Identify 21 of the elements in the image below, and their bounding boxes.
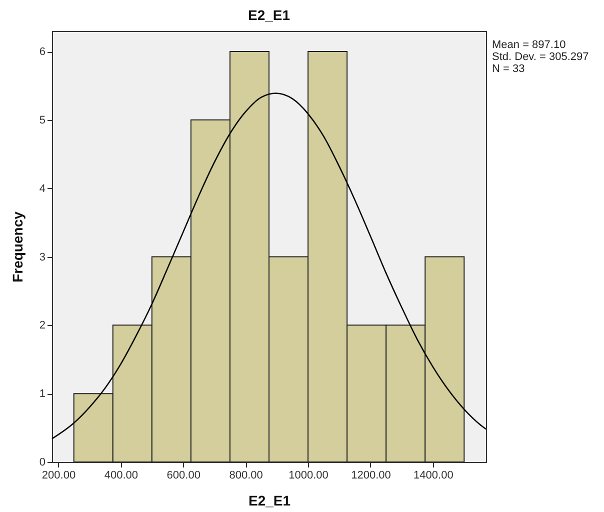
text: Mean = 897.10 (492, 39, 566, 51)
x-axis-title: E2_E1 (248, 492, 291, 508)
y-tick-label: 5 (39, 114, 46, 126)
y-tick-label: 6 (39, 46, 46, 58)
line-series (51, 92, 487, 440)
x-tick-label: 1200.00 (351, 470, 391, 482)
y-axis-title: Frequency (9, 211, 26, 282)
x-tick-label: 200.00 (42, 470, 76, 482)
x-tick-label: 600.00 (166, 470, 200, 482)
y-tick-label: 4 (39, 182, 46, 195)
chart-title: E2_E1 (248, 7, 290, 23)
y-tick-label: 2 (39, 320, 46, 332)
x-tick-label: 400.00 (104, 470, 138, 482)
x-tick-label: 800.00 (229, 470, 263, 482)
y-tick-label: 0 (39, 456, 46, 468)
y-tick-label: 1 (39, 388, 46, 400)
x-tick-label: 1400.00 (414, 470, 454, 482)
x-tick-label: 1000.00 (288, 470, 328, 482)
y-tick-label: 3 (39, 251, 46, 264)
text: Std. Dev. = 305.297 (492, 51, 589, 63)
text: N = 33 (492, 63, 525, 75)
